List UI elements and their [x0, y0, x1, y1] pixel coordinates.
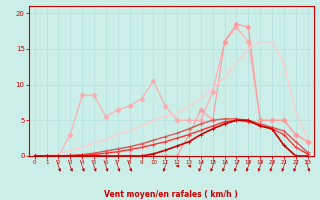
X-axis label: Vent moyen/en rafales ( km/h ): Vent moyen/en rafales ( km/h ) [104, 190, 238, 199]
